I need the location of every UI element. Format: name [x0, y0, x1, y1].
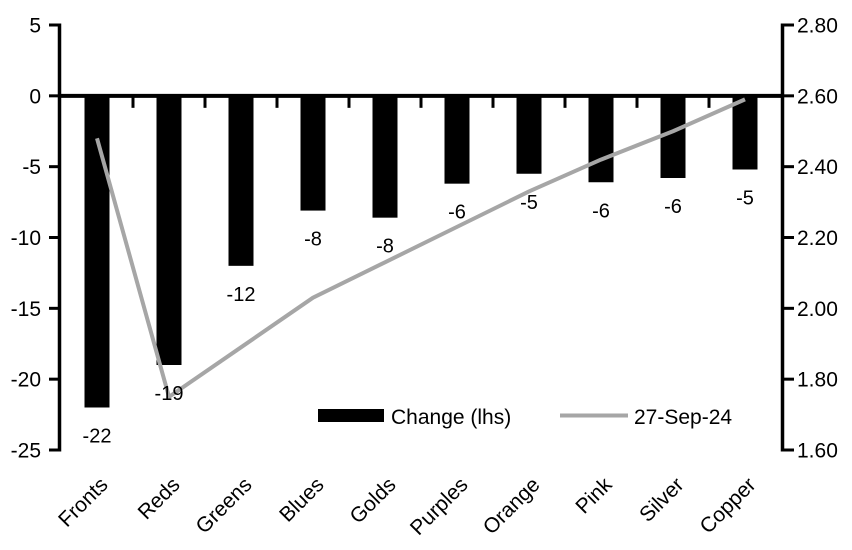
bar-fronts: [84, 95, 110, 408]
category-label-fronts: Fronts: [54, 473, 112, 531]
bar-data-label: -8: [376, 236, 394, 258]
bar-data-label: -12: [227, 284, 256, 306]
bar-reds: [156, 95, 182, 365]
bar-data-label: -6: [664, 196, 682, 218]
right-axis-tick-label: 2.20: [797, 227, 838, 250]
legend-line-label: 27-Sep-24: [634, 406, 732, 429]
bar-blues: [300, 95, 326, 211]
bar-data-label: -6: [592, 200, 610, 222]
bar-purples: [444, 95, 470, 184]
category-label-pink: Pink: [571, 473, 617, 519]
bar-data-label: -5: [736, 188, 754, 210]
bar-data-label: -6: [448, 202, 466, 224]
category-label-reds: Reds: [134, 473, 185, 524]
category-label-greens: Greens: [192, 473, 257, 538]
bar-pink: [588, 95, 614, 183]
series-line: [95, 97, 746, 399]
right-axis-tick-label: 2.40: [797, 156, 838, 179]
category-label-blues: Blues: [275, 473, 328, 526]
left-axis-tick-label: -20: [11, 369, 41, 392]
legend-bar-label: Change (lhs): [391, 406, 511, 429]
legend-bar-swatch: [318, 409, 384, 422]
left-axis-tick-label: 0: [29, 85, 41, 108]
bar-greens: [228, 95, 254, 266]
category-label-orange: Orange: [479, 473, 545, 539]
bar-orange: [516, 95, 542, 174]
bar-golds: [372, 95, 398, 218]
right-axis-tick-label: 1.60: [797, 440, 838, 463]
left-axis-tick-label: -15: [11, 298, 41, 321]
category-label-copper: Copper: [696, 473, 761, 538]
bar-data-label: -19: [155, 383, 184, 405]
bar-silver: [660, 95, 686, 178]
left-axis-tick-label: 5: [29, 15, 41, 38]
left-axis-tick-label: -25: [11, 440, 41, 463]
category-label-golds: Golds: [345, 473, 400, 528]
bar-data-label: -22: [83, 426, 112, 448]
right-axis-tick-label: 2.00: [797, 298, 838, 321]
bar-data-label: -5: [520, 192, 538, 214]
right-axis-tick-label: 2.60: [797, 85, 838, 108]
right-axis-tick-label: 2.80: [797, 15, 838, 38]
bar-data-label: -8: [304, 229, 322, 251]
category-label-silver: Silver: [635, 473, 688, 526]
category-label-purples: Purples: [406, 473, 473, 540]
bar-copper: [732, 95, 758, 170]
left-axis-tick-label: -10: [11, 227, 41, 250]
right-axis-tick-label: 1.80: [797, 369, 838, 392]
left-axis-tick-label: -5: [22, 156, 41, 179]
